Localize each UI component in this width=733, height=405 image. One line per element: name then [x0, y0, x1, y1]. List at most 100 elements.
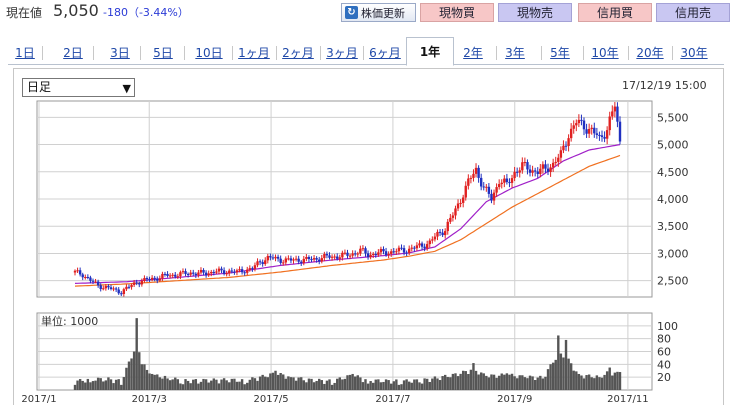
volume-bar — [125, 367, 128, 390]
candle-body — [279, 258, 282, 263]
candle-body — [343, 252, 347, 254]
volume-bar — [572, 370, 575, 390]
quote-bar: 現在値 5,050 -180（-3.44%） ↻ 株価更新 現物買 現物売 信用… — [0, 0, 733, 26]
candle-body — [369, 254, 372, 258]
candle-body — [464, 185, 467, 198]
candle-body — [258, 261, 262, 263]
tab-2d[interactable]: 2日 — [63, 46, 83, 60]
candle-body — [189, 272, 192, 275]
spot-buy-button[interactable]: 現物買 — [420, 3, 494, 22]
volume-bar — [544, 376, 547, 390]
volume-bar — [186, 380, 190, 390]
volume-bar — [433, 376, 437, 390]
volume-bar — [407, 381, 411, 390]
tab-30y[interactable]: 30年 — [680, 46, 708, 60]
tab-20y[interactable]: 20年 — [636, 46, 664, 60]
candle-body — [500, 182, 503, 185]
tab-5d[interactable]: 5日 — [153, 46, 173, 60]
candle-body — [562, 145, 565, 151]
candle-body — [135, 282, 138, 284]
volume-bar — [179, 383, 182, 390]
candle-body — [379, 248, 383, 253]
candle-body — [264, 260, 267, 265]
volume-bar — [500, 373, 503, 390]
candle-body — [585, 129, 588, 134]
candle-body — [515, 171, 519, 173]
tab-1d[interactable]: 1日 — [15, 46, 35, 60]
candle-body — [449, 217, 452, 222]
candle-body — [238, 269, 241, 271]
tab-6m[interactable]: 6ヶ月 — [369, 46, 401, 60]
tab-2y[interactable]: 2年 — [463, 46, 483, 60]
tab-3y[interactable]: 3年 — [505, 46, 525, 60]
margin-sell-button[interactable]: 信用売 — [656, 3, 730, 22]
tab-3m[interactable]: 3ヶ月 — [326, 46, 358, 60]
candle-body — [318, 259, 321, 262]
tab-10d[interactable]: 10日 — [195, 46, 223, 60]
candle-body — [600, 135, 604, 137]
candle-body — [109, 287, 113, 289]
tab-1y[interactable]: 1年 — [406, 37, 454, 66]
candle-body — [174, 274, 177, 277]
volume-bar — [251, 377, 254, 390]
candle-body — [459, 202, 462, 204]
x-tick-label: 2017/7 — [375, 394, 410, 405]
volume-bar — [279, 373, 282, 390]
price-tick-label: 3,500 — [657, 220, 689, 233]
volume-bar — [557, 335, 560, 390]
volume-bar — [189, 383, 192, 390]
volume-bar — [328, 379, 331, 390]
volume-bar — [73, 384, 77, 390]
candle-body — [138, 283, 141, 285]
tab-5y[interactable]: 5年 — [550, 46, 570, 60]
candle-body — [395, 251, 398, 253]
volume-bar — [508, 374, 511, 390]
volume-bar — [364, 379, 367, 390]
candle-body — [523, 162, 527, 164]
candle-body — [364, 248, 367, 254]
volume-bar — [598, 377, 601, 390]
volume-bar — [539, 375, 542, 390]
candle-body — [508, 182, 511, 184]
candle-body — [544, 164, 547, 169]
candle-period-select[interactable]: 日足 ▼ — [22, 78, 135, 97]
candle-body — [307, 256, 311, 260]
tab-1m[interactable]: 1ヶ月 — [238, 46, 270, 60]
candle-body — [230, 270, 234, 272]
candle-body — [441, 232, 444, 236]
volume-bar — [420, 383, 424, 390]
candle-body — [143, 278, 146, 281]
candle-body — [598, 134, 601, 136]
candle-body — [431, 239, 434, 241]
volume-bar — [256, 380, 259, 390]
volume-bar — [595, 375, 599, 390]
tab-10y[interactable]: 10年 — [591, 46, 619, 60]
candle-body — [611, 111, 614, 117]
volume-bar — [436, 378, 439, 390]
candle-body — [549, 167, 552, 173]
volume-bar — [305, 382, 308, 390]
spot-sell-button[interactable]: 現物売 — [498, 3, 572, 22]
candle-body — [374, 253, 377, 255]
volume-bar — [243, 384, 246, 390]
tab-divider — [541, 46, 542, 60]
tab-2m[interactable]: 2ヶ月 — [282, 46, 314, 60]
volume-bar — [156, 374, 159, 390]
candle-body — [446, 221, 449, 232]
price-label: 現在値 — [6, 6, 43, 20]
volume-bar — [307, 378, 311, 390]
period-tabs: 1日 2日 3日 5日 10日 1ヶ月 2ヶ月 3ヶ月 6ヶ月 1年 2年 3年… — [8, 37, 724, 66]
volume-tick-label: 40 — [657, 358, 671, 371]
volume-bar — [168, 380, 172, 390]
tab-3d[interactable]: 3日 — [110, 46, 130, 60]
margin-buy-button[interactable]: 信用買 — [578, 3, 652, 22]
volume-bar — [449, 377, 452, 390]
volume-bar — [78, 379, 82, 390]
volume-bar — [130, 358, 133, 390]
candle-body — [557, 157, 560, 162]
candle-body — [102, 288, 105, 290]
candle-body — [351, 253, 354, 256]
volume-bar — [220, 379, 223, 390]
volume-bar — [76, 380, 79, 390]
refresh-price-button[interactable]: ↻ 株価更新 — [341, 3, 416, 22]
